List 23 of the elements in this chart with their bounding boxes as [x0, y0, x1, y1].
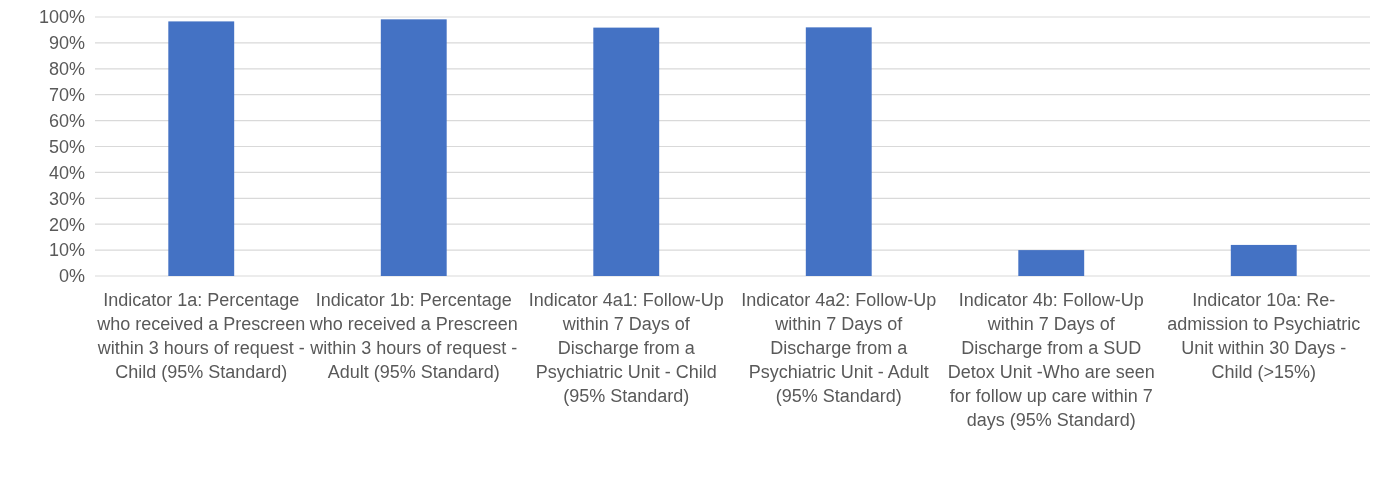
y-tick-label: 40% [48, 162, 85, 183]
bar [1018, 250, 1085, 276]
y-tick-label: 60% [48, 110, 85, 131]
x-tick-label: Indicator 4a2: Follow-Up within 7 Days of Discharge from a Psychiatric Unit - Adult (95% Standard) [741, 290, 937, 406]
bar [380, 19, 447, 276]
y-tick-label: 50% [48, 136, 85, 157]
y-tick-label: 70% [48, 85, 85, 105]
x-tick-label: Indicator 1b: Percentage who received a Prescreen within 3 hours of request - Adult (95% Standard) [308, 290, 518, 382]
bar [805, 27, 872, 276]
y-tick-label: 30% [48, 188, 85, 209]
y-tick-label: 90% [48, 33, 85, 54]
x-tick-label: Indicator 10a: Re-admission to Psychiatric Unit within 30 Days - Child (>15%) [1167, 290, 1361, 382]
bar [1230, 244, 1297, 276]
y-tick-label: 100% [38, 7, 85, 28]
x-tick-label: Indicator 1a: Percentage who received a Prescreen within 3 hours of request - Child (95% Standard) [96, 290, 306, 382]
x-tick-label: Indicator 4b: Follow-Up within 7 Days of Discharge from a SUD Detox Unit -Who are seen for follow up care within 7 days (95% Standard) [947, 290, 1155, 430]
bar [168, 21, 235, 276]
y-tick-label: 0% [58, 266, 85, 287]
x-tick-label: Indicator 4a1: Follow-Up within 7 Days of Discharge from a Psychiatric Unit - Child (95% Standard) [528, 290, 724, 406]
bar [593, 27, 660, 276]
y-tick-label: 80% [48, 59, 85, 80]
y-tick-label: 10% [48, 240, 85, 261]
y-tick-label: 20% [48, 214, 85, 235]
